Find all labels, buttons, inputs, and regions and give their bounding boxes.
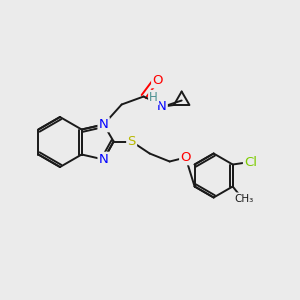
Text: N: N [99, 118, 109, 131]
Text: N: N [99, 153, 109, 166]
Text: H: H [149, 91, 158, 104]
Text: S: S [128, 135, 136, 148]
Text: O: O [152, 74, 163, 87]
Text: N: N [157, 100, 166, 113]
Text: O: O [180, 151, 191, 164]
Text: Cl: Cl [244, 156, 257, 169]
Text: CH₃: CH₃ [234, 194, 253, 203]
